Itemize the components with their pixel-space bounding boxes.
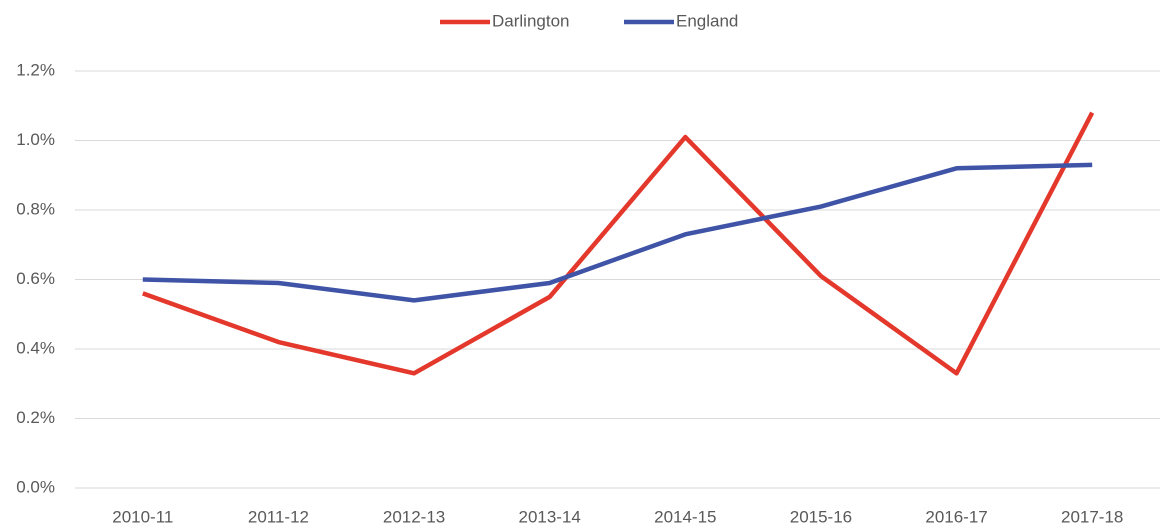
x-tick-label: 2011-12 (248, 507, 309, 526)
y-tick-label: 0.6% (16, 269, 55, 288)
y-tick-label: 0.2% (16, 408, 55, 427)
legend-label: England (676, 11, 738, 30)
y-tick-label: 1.0% (16, 130, 55, 149)
x-tick-label: 2010-11 (112, 507, 173, 526)
x-tick-label: 2017-18 (1061, 507, 1123, 526)
x-tick-label: 2016-17 (925, 507, 987, 526)
legend-label: Darlington (492, 11, 570, 30)
x-tick-label: 2012-13 (383, 507, 445, 526)
x-tick-label: 2013-14 (518, 507, 580, 526)
x-tick-label: 2014-15 (654, 507, 716, 526)
y-tick-label: 1.2% (16, 60, 55, 79)
x-tick-label: 2015-16 (790, 507, 852, 526)
series-line (142, 111, 1095, 376)
y-tick-label: 0.8% (16, 199, 55, 218)
y-tick-label: 0.0% (16, 477, 55, 496)
y-tick-label: 0.4% (16, 338, 55, 357)
series-line (142, 162, 1093, 303)
